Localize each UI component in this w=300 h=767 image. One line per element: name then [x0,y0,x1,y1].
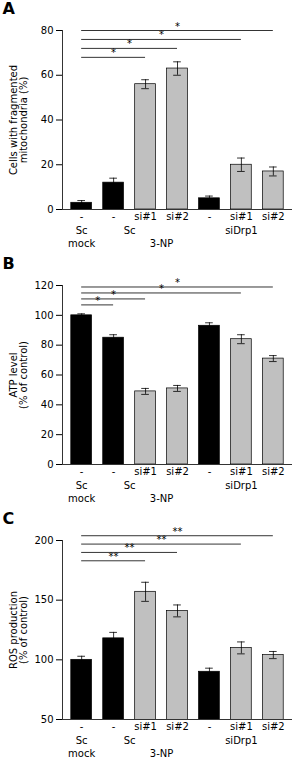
svg-text:**: ** [109,551,119,562]
svg-text:*: * [127,38,132,49]
svg-text:200: 200 [34,535,53,546]
svg-text:Sc: Sc [124,735,136,746]
svg-text:siDrp1: siDrp1 [225,735,258,746]
svg-text:ATP level(% of control): ATP level(% of control) [8,341,29,409]
svg-text:3-NP: 3-NP [150,238,173,249]
svg-text:Cells with fragmentedmitochond: Cells with fragmentedmitochondria (%) [8,65,29,175]
svg-text:**: ** [125,542,135,553]
svg-text:3-NP: 3-NP [150,748,173,759]
svg-text:*: * [175,21,180,32]
svg-text:150: 150 [34,594,53,605]
svg-text:si#1: si#1 [230,211,253,222]
svg-text:*: * [159,283,164,294]
svg-text:si#2: si#2 [166,721,189,732]
svg-text:si#2: si#2 [166,211,189,222]
svg-text:**: ** [173,526,183,537]
svg-text:Sc: Sc [76,735,88,746]
svg-text:-: - [208,466,212,477]
svg-text:ROS production(% of control): ROS production(% of control) [8,591,29,669]
svg-text:50: 50 [41,714,54,725]
svg-text:0: 0 [47,204,53,215]
svg-text:120: 120 [34,280,53,291]
svg-text:60: 60 [41,369,54,380]
svg-text:Sc: Sc [76,225,88,236]
svg-text:*: * [159,29,164,40]
svg-text:40: 40 [41,114,54,125]
svg-text:-: - [80,211,84,222]
svg-text:si#2: si#2 [262,721,285,732]
svg-text:mock: mock [68,493,95,504]
svg-text:si#1: si#1 [134,721,157,732]
svg-text:si#1: si#1 [230,466,253,477]
svg-text:si#2: si#2 [262,211,285,222]
svg-text:-: - [112,211,116,222]
svg-text:*: * [175,277,180,288]
svg-text:si#2: si#2 [262,466,285,477]
svg-text:100: 100 [34,310,53,321]
svg-text:A: A [3,0,16,18]
svg-text:-: - [80,466,84,477]
svg-text:si#1: si#1 [134,466,157,477]
svg-text:80: 80 [41,339,54,350]
svg-text:C: C [3,509,15,528]
svg-text:20: 20 [41,429,54,440]
svg-text:20: 20 [41,159,54,170]
svg-text:0: 0 [47,459,53,470]
svg-text:80: 80 [41,25,54,36]
svg-text:*: * [111,47,116,58]
svg-text:100: 100 [34,654,53,665]
svg-text:siDrp1: siDrp1 [225,480,258,491]
svg-text:siDrp1: siDrp1 [225,225,258,236]
svg-text:si#2: si#2 [166,466,189,477]
svg-text:3-NP: 3-NP [150,493,173,504]
svg-text:si#1: si#1 [230,721,253,732]
svg-text:40: 40 [41,399,54,410]
svg-text:60: 60 [41,69,54,80]
svg-text:Sc: Sc [124,480,136,491]
svg-text:Sc: Sc [76,480,88,491]
svg-text:B: B [3,254,15,273]
svg-text:-: - [208,211,212,222]
svg-text:-: - [112,721,116,732]
svg-text:mock: mock [68,238,95,249]
svg-text:-: - [112,466,116,477]
svg-text:-: - [208,721,212,732]
svg-text:mock: mock [68,748,95,759]
svg-text:*: * [111,289,116,300]
svg-text:Sc: Sc [124,225,136,236]
svg-text:-: - [80,721,84,732]
svg-text:**: ** [157,534,167,545]
svg-text:si#1: si#1 [134,211,157,222]
svg-text:*: * [95,295,100,306]
